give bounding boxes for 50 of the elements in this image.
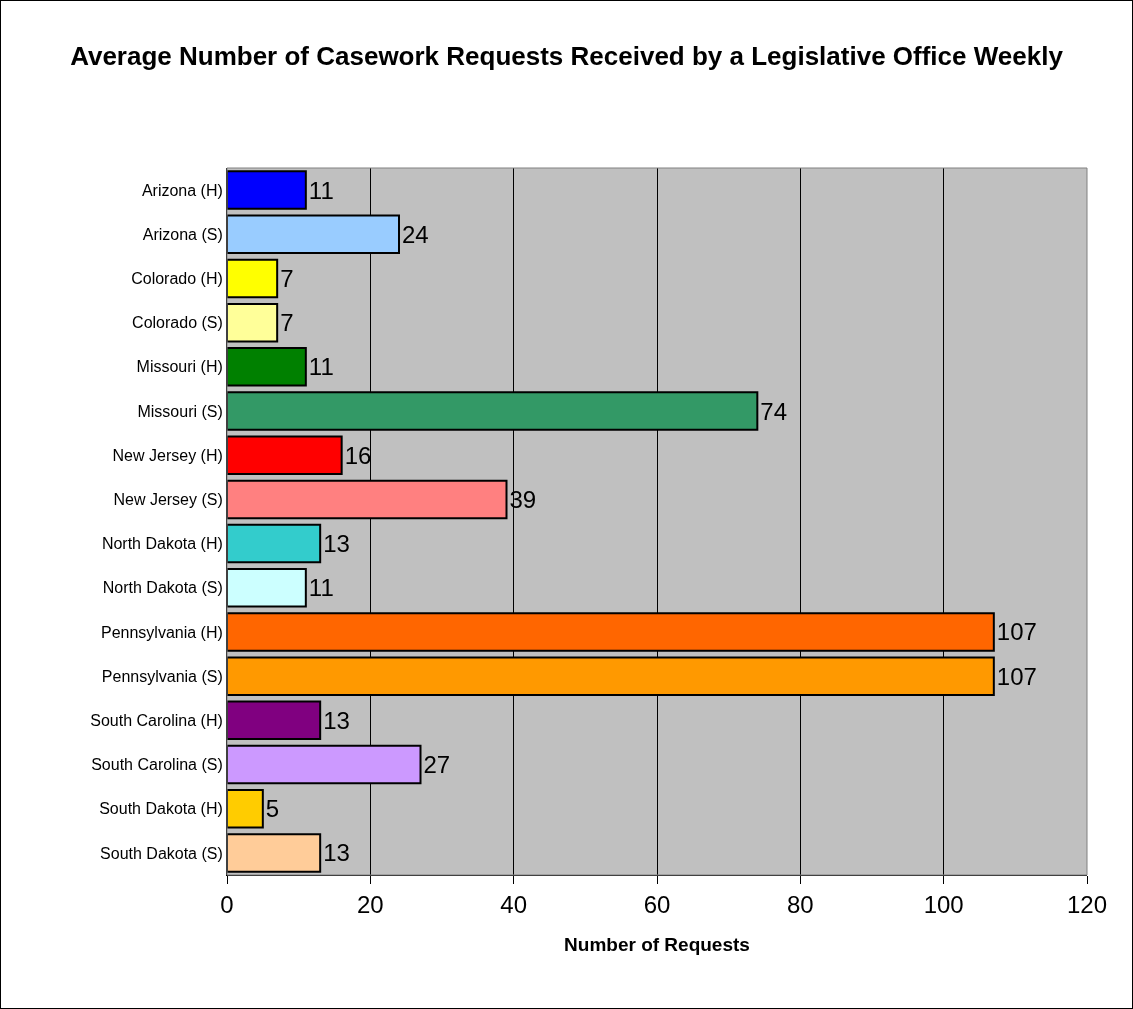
data-label: 7 — [280, 264, 294, 292]
x-tick-label: 80 — [786, 890, 814, 918]
x-tick-label: 0 — [220, 890, 234, 918]
bar — [227, 347, 307, 387]
bar — [227, 568, 307, 608]
bar — [227, 523, 322, 564]
x-tick-label: 40 — [500, 890, 528, 918]
data-label: 13 — [323, 839, 350, 867]
data-label: 74 — [760, 397, 788, 425]
x-tick-label: 20 — [356, 890, 384, 918]
bar — [227, 700, 322, 741]
y-tick-label: Arizona (H) — [141, 181, 223, 199]
y-tick-label: South Carolina (H) — [90, 711, 223, 729]
bar — [227, 302, 279, 343]
y-tick-label: Pennsylvania (S) — [101, 667, 223, 685]
bar — [227, 170, 307, 210]
x-tick-label: 60 — [643, 890, 671, 918]
y-tick-label: Colorado (H) — [131, 270, 223, 288]
data-label: 13 — [323, 530, 350, 558]
y-tick-label: North Dakota (H) — [101, 535, 223, 553]
y-tick-label: South Dakota (S) — [100, 844, 223, 862]
data-label: 11 — [308, 574, 334, 602]
data-label: 5 — [265, 795, 280, 823]
y-tick-label: North Dakota (S) — [102, 579, 223, 597]
chart-title: Average Number of Casework Requests Received by a Legislative Office Weekly — [70, 40, 1064, 71]
bar — [227, 788, 264, 829]
y-tick-label: South Carolina (S) — [91, 756, 223, 774]
data-label: 107 — [996, 662, 1037, 690]
y-tick-label: Pennsylvania (H) — [100, 623, 223, 641]
y-tick-label: Colorado (S) — [132, 314, 223, 332]
x-tick-label: 120 — [1066, 890, 1108, 918]
bar — [227, 833, 322, 873]
y-tick-label: Missouri (S) — [137, 402, 223, 420]
data-label: 7 — [280, 309, 294, 337]
x-axis-title: Number of Requests — [564, 933, 750, 955]
data-label: 107 — [996, 618, 1037, 646]
data-label: 11 — [308, 176, 334, 204]
y-tick-label: Arizona (S) — [142, 225, 223, 243]
y-tick-label: South Dakota (H) — [99, 800, 223, 818]
x-tick-label: 100 — [923, 890, 964, 918]
data-label: 16 — [344, 441, 372, 469]
y-tick-label: Missouri (H) — [136, 358, 223, 376]
bar — [227, 258, 279, 299]
data-label: 27 — [423, 751, 451, 779]
bar — [227, 435, 343, 475]
data-label: 24 — [402, 220, 429, 248]
data-label: 13 — [323, 706, 350, 734]
y-tick-label: New Jersey (H) — [112, 446, 223, 464]
y-tick-label: New Jersey (S) — [113, 491, 223, 509]
data-label: 11 — [308, 353, 334, 381]
